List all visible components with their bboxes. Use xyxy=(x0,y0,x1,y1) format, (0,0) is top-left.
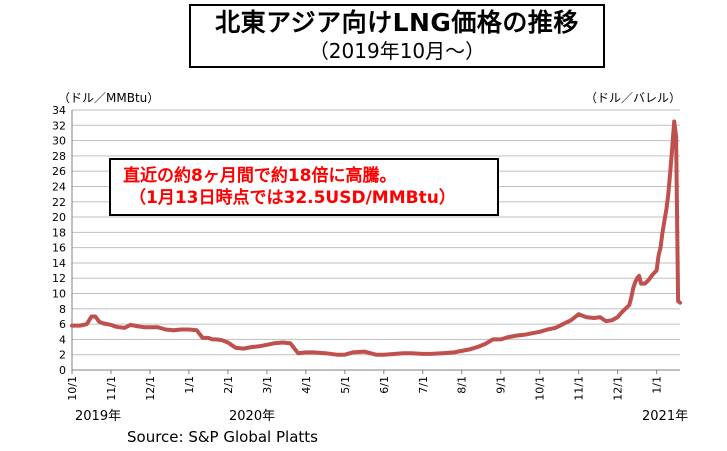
x-tick-label: 6/1 xyxy=(378,376,391,394)
y-tick-label: 30 xyxy=(52,135,66,148)
x-tick-label: 12/1 xyxy=(612,376,625,401)
y-tick-label: 26 xyxy=(52,165,66,178)
y-tick-label: 20 xyxy=(52,211,66,224)
x-tick-label: 7/1 xyxy=(417,376,430,394)
y-tick-label: 4 xyxy=(59,333,66,346)
year-label-2021: 2021年 xyxy=(642,409,689,424)
chart-title-box: 北東アジア向けLNG価格の推移 （2019年10月～） xyxy=(189,4,605,68)
source-note: Source: S&P Global Platts xyxy=(127,428,318,446)
chart-title: 北東アジア向けLNG価格の推移 xyxy=(215,8,579,37)
x-tick-label: 4/1 xyxy=(300,376,313,394)
chart-subtitle: （2019年10月～） xyxy=(308,39,486,63)
annotation-box: 直近の約8ヶ月間で約18倍に高騰。 （1月13日時点では32.5USD/MMBt… xyxy=(109,158,499,216)
x-tick-label: 3/1 xyxy=(261,376,274,394)
annotation-line-2: （1月13日時点では32.5USD/MMBtu） xyxy=(129,188,456,208)
y-axis-unit-right: （ドル／バレル） xyxy=(585,91,682,105)
y-tick-label: 14 xyxy=(52,257,66,270)
y-axis-unit-left: （ドル／MMBtu） xyxy=(58,91,160,105)
y-tick-label: 12 xyxy=(52,272,66,285)
x-tick-label: 1/1 xyxy=(651,376,664,394)
y-tick-label: 28 xyxy=(52,150,66,163)
y-tick-label: 16 xyxy=(52,242,66,255)
y-tick-label: 10 xyxy=(52,288,66,301)
x-tick-label: 9/1 xyxy=(495,376,508,394)
x-tick-label: 11/1 xyxy=(573,376,586,401)
y-tick-label: 18 xyxy=(52,226,66,239)
y-tick-label: 6 xyxy=(59,318,66,331)
year-label-2020: 2020年 xyxy=(229,409,276,424)
y-tick-label: 24 xyxy=(52,180,66,193)
annotation-line-1: 直近の約8ヶ月間で約18倍に高騰。 xyxy=(123,166,397,186)
x-tick-label: 5/1 xyxy=(339,376,352,394)
y-tick-label: 32 xyxy=(52,119,66,132)
x-tick-label: 12/1 xyxy=(144,376,157,401)
y-tick-label: 8 xyxy=(59,303,66,316)
y-tick-label: 2 xyxy=(59,349,66,362)
y-tick-label: 0 xyxy=(59,364,66,377)
x-tick-label: 8/1 xyxy=(456,376,469,394)
x-tick-label: 10/1 xyxy=(66,376,79,401)
x-tick-label: 10/1 xyxy=(534,376,547,401)
year-label-2019: 2019年 xyxy=(75,409,122,424)
y-tick-label: 22 xyxy=(52,196,66,209)
x-tick-label: 2/1 xyxy=(222,376,235,394)
x-tick-label: 11/1 xyxy=(105,376,118,401)
x-tick-label: 1/1 xyxy=(183,376,196,394)
y-tick-label: 34 xyxy=(52,104,66,117)
lng-price-line xyxy=(70,119,682,357)
